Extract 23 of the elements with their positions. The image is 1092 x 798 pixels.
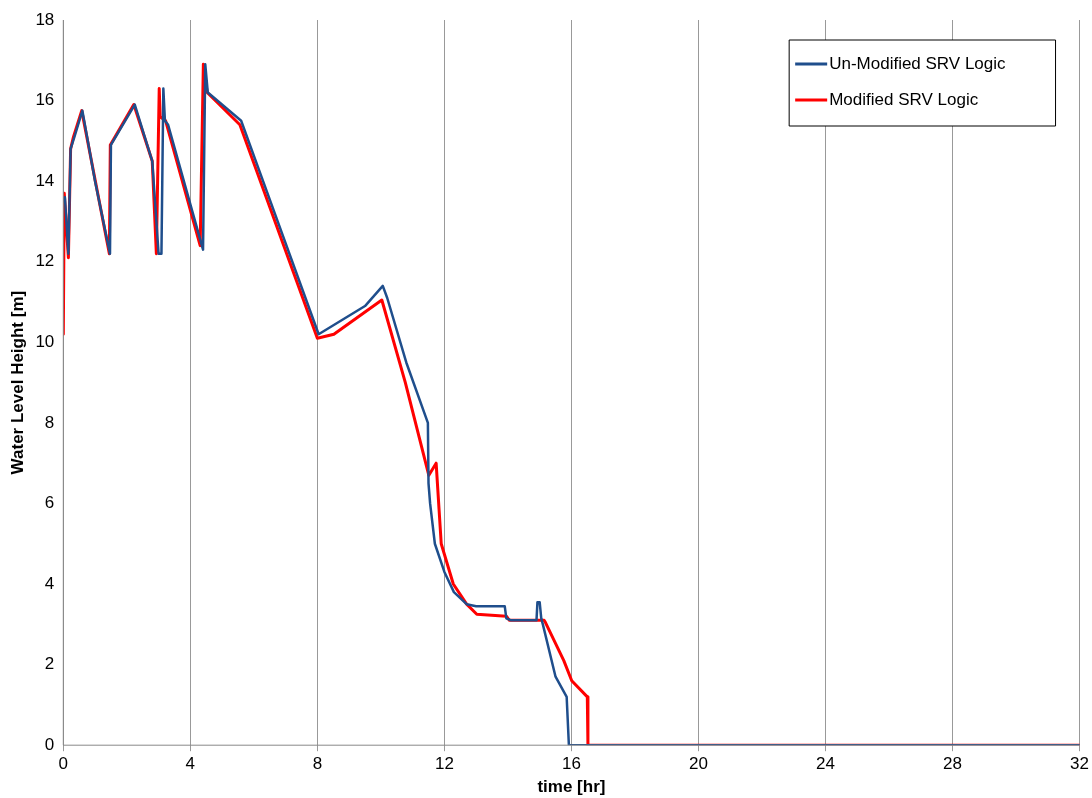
x-tick-label: 4 xyxy=(185,754,196,774)
y-tick-label: 4 xyxy=(44,573,55,593)
y-tick-label: 6 xyxy=(44,493,55,513)
x-tick-label: 20 xyxy=(689,754,708,774)
x-tick-label: 24 xyxy=(816,754,835,774)
y-axis-title: Water Level Height [m] xyxy=(7,290,27,475)
x-tick-label: 28 xyxy=(943,754,962,774)
legend-label: Un-Modified SRV Logic xyxy=(829,53,1007,73)
x-tick-label: 32 xyxy=(1070,754,1090,774)
y-tick-label: 10 xyxy=(35,332,55,351)
y-tick-label: 0 xyxy=(44,734,55,754)
x-axis-title: time [hr] xyxy=(537,777,606,797)
x-tick-label: 0 xyxy=(58,754,69,774)
y-tick-label: 8 xyxy=(44,412,55,432)
y-tick-label: 14 xyxy=(35,170,55,190)
x-tick-label: 12 xyxy=(434,754,454,774)
y-tick-label: 18 xyxy=(35,9,55,29)
x-tick-label: 8 xyxy=(312,754,323,774)
y-tick-label: 2 xyxy=(44,654,55,674)
y-tick-label: 12 xyxy=(35,251,55,271)
y-tick-label: 16 xyxy=(35,90,55,110)
legend-label: Modified SRV Logic xyxy=(829,89,979,109)
x-tick-label: 16 xyxy=(561,754,581,774)
